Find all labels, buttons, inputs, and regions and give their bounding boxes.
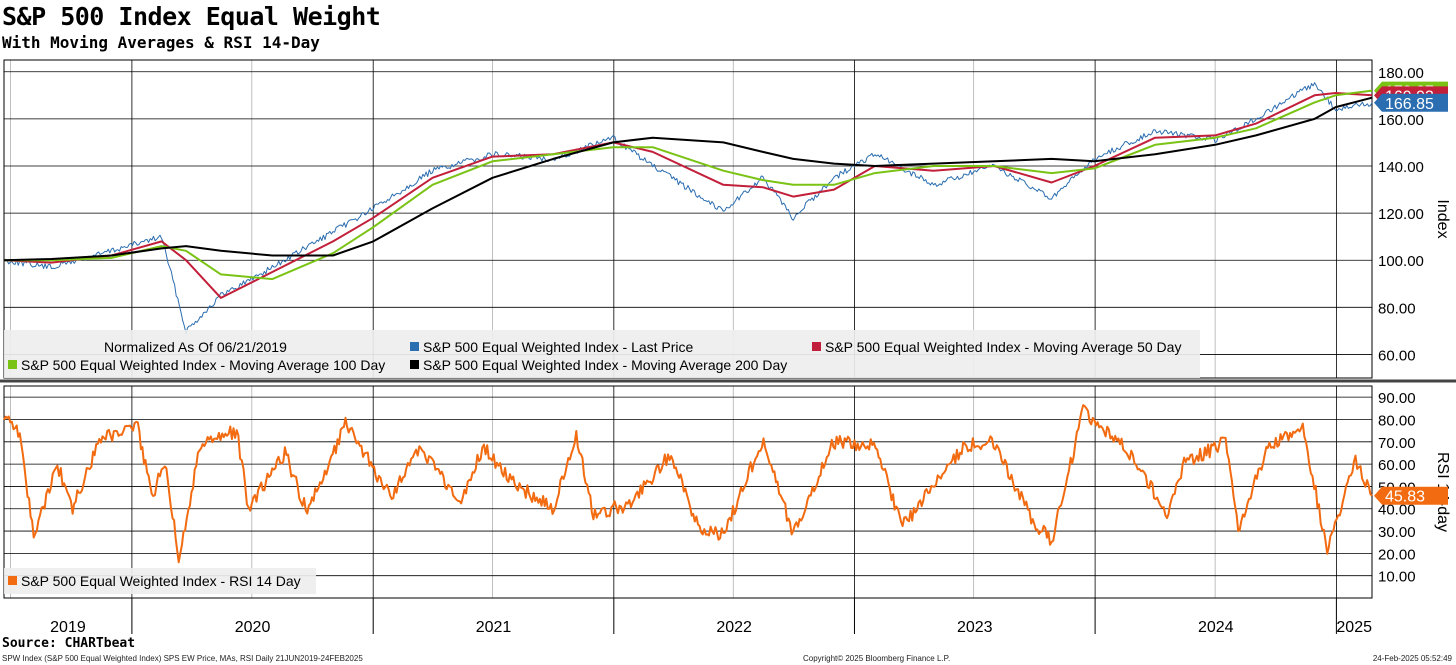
rsi-last-value-labels: 45.83 — [1374, 486, 1448, 506]
rsi-legend: S&P 500 Equal Weighted Index - RSI 14 Da… — [4, 568, 316, 594]
series-line-s-p-500-equal-weighted-index-moving-average-200-day — [3, 96, 1373, 262]
legend-swatch-s-p-500-equal-weighted-index-last-price — [410, 342, 419, 351]
series-line-s-p-500-equal-weighted-index-moving-average-50-day — [3, 92, 1373, 299]
x-tick-label-2019: 2019 — [50, 619, 86, 636]
rsi-y-tick-label: 70.00 — [1378, 435, 1416, 452]
rsi-y-tick-label: 80.00 — [1378, 412, 1416, 429]
price-series-lines — [3, 82, 1373, 335]
price-y-tick-label: 100.00 — [1378, 253, 1424, 270]
rsi-grid — [4, 386, 1372, 598]
series-line-s-p-500-equal-weighted-index-moving-average-100-day — [4, 89, 1373, 281]
series-line-s-p-500-equal-weighted-index-rsi-14-day — [3, 404, 1373, 564]
x-tick-label-2020: 2020 — [235, 619, 271, 636]
rsi-y-axis: 90.0080.0070.0060.0050.0040.0030.0020.00… — [1378, 390, 1416, 586]
price-legend: Normalized As Of 06/21/2019 S&P 500 Equal… — [4, 330, 1200, 378]
price-last-value-labels: 172.27169.93166.85 — [1374, 81, 1448, 113]
rsi-series-lines — [3, 404, 1373, 564]
footer-timestamp: 24-Feb-2025 05:52:49 — [1372, 654, 1452, 663]
price-panel: 180.00 160.00 140.00 120.00 100.00 80.00 60.00… — [3, 59, 1451, 379]
rsi-y-tick-label: 40.00 — [1378, 502, 1416, 519]
price-y-axis: 180.00 160.00 140.00 120.00 100.00 80.00 60.00 — [1378, 65, 1424, 365]
last-value-text: 166.85 — [1385, 96, 1434, 113]
x-tick-label-2024: 2024 — [1198, 619, 1234, 636]
legend-label-s-p-500-equal-weighted-index-rsi-14-day: S&P 500 Equal Weighted Index - RSI 14 Da… — [21, 573, 301, 589]
rsi-plot-area — [3, 385, 1373, 599]
source-note: Source: CHARTbeat — [2, 636, 136, 651]
rsi-y-tick-label: 10.00 — [1378, 569, 1416, 586]
x-tick-label-2021: 2021 — [476, 619, 512, 636]
rsi-y-tick-label: 30.00 — [1378, 524, 1416, 541]
footer-description: SPW Index (S&P 500 Equal Weighted Index)… — [2, 654, 363, 663]
price-y-tick-label: 60.00 — [1378, 347, 1416, 364]
legend-swatch-s-p-500-equal-weighted-index-rsi-14-day — [8, 576, 17, 585]
price-y-tick-label: 80.00 — [1378, 300, 1416, 317]
price-y-tick-label: 140.00 — [1378, 159, 1424, 176]
rsi-y-tick-label: 90.00 — [1378, 390, 1416, 407]
price-legend-box — [4, 330, 1200, 378]
price-y-tick-label: 180.00 — [1378, 65, 1424, 82]
legend-note: Normalized As Of 06/21/2019 — [104, 339, 287, 355]
rsi-y-tick-label: 20.00 — [1378, 546, 1416, 563]
legend-swatch-s-p-500-equal-weighted-index-moving-average-200-day — [410, 360, 419, 369]
series-line-s-p-500-equal-weighted-index-last-price — [3, 82, 1373, 335]
footer-copyright: Copyright© 2025 Bloomberg Finance L.P. — [803, 654, 951, 663]
last-value-label-s-p-500-equal-weighted-index-rsi-14-day: 45.83 — [1374, 486, 1448, 506]
x-tick-label-2023: 2023 — [957, 619, 993, 636]
last-value-text: 45.83 — [1385, 489, 1425, 506]
legend-label-s-p-500-equal-weighted-index-last-price: S&P 500 Equal Weighted Index - Last Pric… — [423, 339, 694, 355]
rsi-legend-box — [4, 568, 316, 594]
last-value-label-s-p-500-equal-weighted-index-last-price: 166.85 — [1374, 93, 1448, 113]
x-axis: 2019 2020 2021 2022 2023 2024 2025 — [4, 597, 1372, 636]
legend-swatch-s-p-500-equal-weighted-index-moving-average-50-day — [812, 342, 821, 351]
legend-label-s-p-500-equal-weighted-index-moving-average-100-day: S&P 500 Equal Weighted Index - Moving Av… — [21, 357, 385, 373]
legend-label-s-p-500-equal-weighted-index-moving-average-50-day: S&P 500 Equal Weighted Index - Moving Av… — [825, 339, 1181, 355]
x-tick-label-2025: 2025 — [1336, 619, 1372, 636]
chart-subtitle: With Moving Averages & RSI 14-Day — [2, 33, 320, 52]
last-value-tag — [1374, 486, 1448, 505]
x-tick-label-2022: 2022 — [716, 619, 752, 636]
price-y-tick-label: 120.00 — [1378, 206, 1424, 223]
rsi-panel: 90.0080.0070.0060.0050.0040.0030.0020.00… — [3, 385, 1451, 599]
last-value-tag — [1374, 93, 1448, 112]
price-y-tick-label: 160.00 — [1378, 112, 1424, 129]
rsi-y-tick-label: 60.00 — [1378, 457, 1416, 474]
legend-label-s-p-500-equal-weighted-index-moving-average-200-day: S&P 500 Equal Weighted Index - Moving Av… — [423, 357, 787, 373]
legend-swatch-s-p-500-equal-weighted-index-moving-average-100-day — [8, 360, 17, 369]
price-y-axis-label: Index — [1434, 199, 1451, 238]
chart-title: S&P 500 Index Equal Weight — [2, 2, 381, 31]
